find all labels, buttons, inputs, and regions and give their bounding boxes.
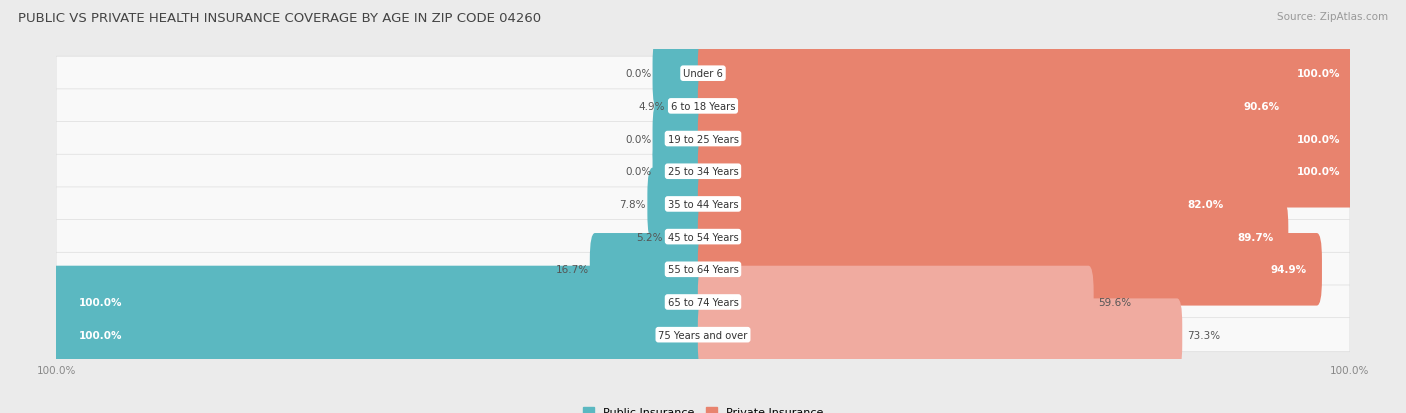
Text: 7.8%: 7.8% (620, 199, 647, 209)
Text: 35 to 44 Years: 35 to 44 Years (668, 199, 738, 209)
FancyBboxPatch shape (652, 135, 709, 208)
Text: 6 to 18 Years: 6 to 18 Years (671, 102, 735, 112)
Text: 100.0%: 100.0% (1296, 69, 1340, 79)
FancyBboxPatch shape (697, 103, 1355, 176)
Text: Under 6: Under 6 (683, 69, 723, 79)
FancyBboxPatch shape (697, 168, 1239, 241)
Text: 25 to 34 Years: 25 to 34 Years (668, 167, 738, 177)
Text: 100.0%: 100.0% (1296, 134, 1340, 144)
FancyBboxPatch shape (697, 135, 1355, 208)
FancyBboxPatch shape (56, 220, 1350, 254)
Text: 65 to 74 Years: 65 to 74 Years (668, 297, 738, 307)
FancyBboxPatch shape (56, 188, 1350, 221)
Legend: Public Insurance, Private Insurance: Public Insurance, Private Insurance (579, 403, 827, 413)
FancyBboxPatch shape (647, 168, 709, 241)
FancyBboxPatch shape (697, 299, 1182, 371)
FancyBboxPatch shape (697, 233, 1322, 306)
FancyBboxPatch shape (56, 57, 1350, 91)
Text: 94.9%: 94.9% (1271, 265, 1308, 275)
FancyBboxPatch shape (697, 38, 1355, 110)
FancyBboxPatch shape (652, 103, 709, 176)
Text: 4.9%: 4.9% (638, 102, 665, 112)
FancyBboxPatch shape (652, 38, 709, 110)
Text: 55 to 64 Years: 55 to 64 Years (668, 265, 738, 275)
Text: 73.3%: 73.3% (1187, 330, 1220, 340)
Text: 75 Years and over: 75 Years and over (658, 330, 748, 340)
FancyBboxPatch shape (591, 233, 709, 306)
Text: Source: ZipAtlas.com: Source: ZipAtlas.com (1277, 12, 1388, 22)
Text: 82.0%: 82.0% (1188, 199, 1223, 209)
Text: 16.7%: 16.7% (555, 265, 589, 275)
FancyBboxPatch shape (697, 71, 1294, 143)
Text: PUBLIC VS PRIVATE HEALTH INSURANCE COVERAGE BY AGE IN ZIP CODE 04260: PUBLIC VS PRIVATE HEALTH INSURANCE COVER… (18, 12, 541, 25)
Text: 100.0%: 100.0% (79, 297, 122, 307)
FancyBboxPatch shape (51, 266, 709, 338)
Text: 45 to 54 Years: 45 to 54 Years (668, 232, 738, 242)
Text: 0.0%: 0.0% (626, 134, 651, 144)
Text: 5.2%: 5.2% (637, 232, 662, 242)
FancyBboxPatch shape (697, 201, 1288, 273)
FancyBboxPatch shape (56, 253, 1350, 287)
Text: 100.0%: 100.0% (79, 330, 122, 340)
FancyBboxPatch shape (56, 285, 1350, 319)
Text: 19 to 25 Years: 19 to 25 Years (668, 134, 738, 144)
Text: 0.0%: 0.0% (626, 69, 651, 79)
FancyBboxPatch shape (56, 155, 1350, 189)
FancyBboxPatch shape (56, 318, 1350, 352)
FancyBboxPatch shape (697, 266, 1094, 338)
FancyBboxPatch shape (56, 90, 1350, 123)
FancyBboxPatch shape (56, 122, 1350, 156)
Text: 89.7%: 89.7% (1237, 232, 1274, 242)
Text: 0.0%: 0.0% (626, 167, 651, 177)
FancyBboxPatch shape (666, 71, 709, 143)
FancyBboxPatch shape (51, 299, 709, 371)
Text: 90.6%: 90.6% (1243, 102, 1279, 112)
Text: 100.0%: 100.0% (1296, 167, 1340, 177)
FancyBboxPatch shape (664, 201, 709, 273)
Text: 59.6%: 59.6% (1098, 297, 1132, 307)
